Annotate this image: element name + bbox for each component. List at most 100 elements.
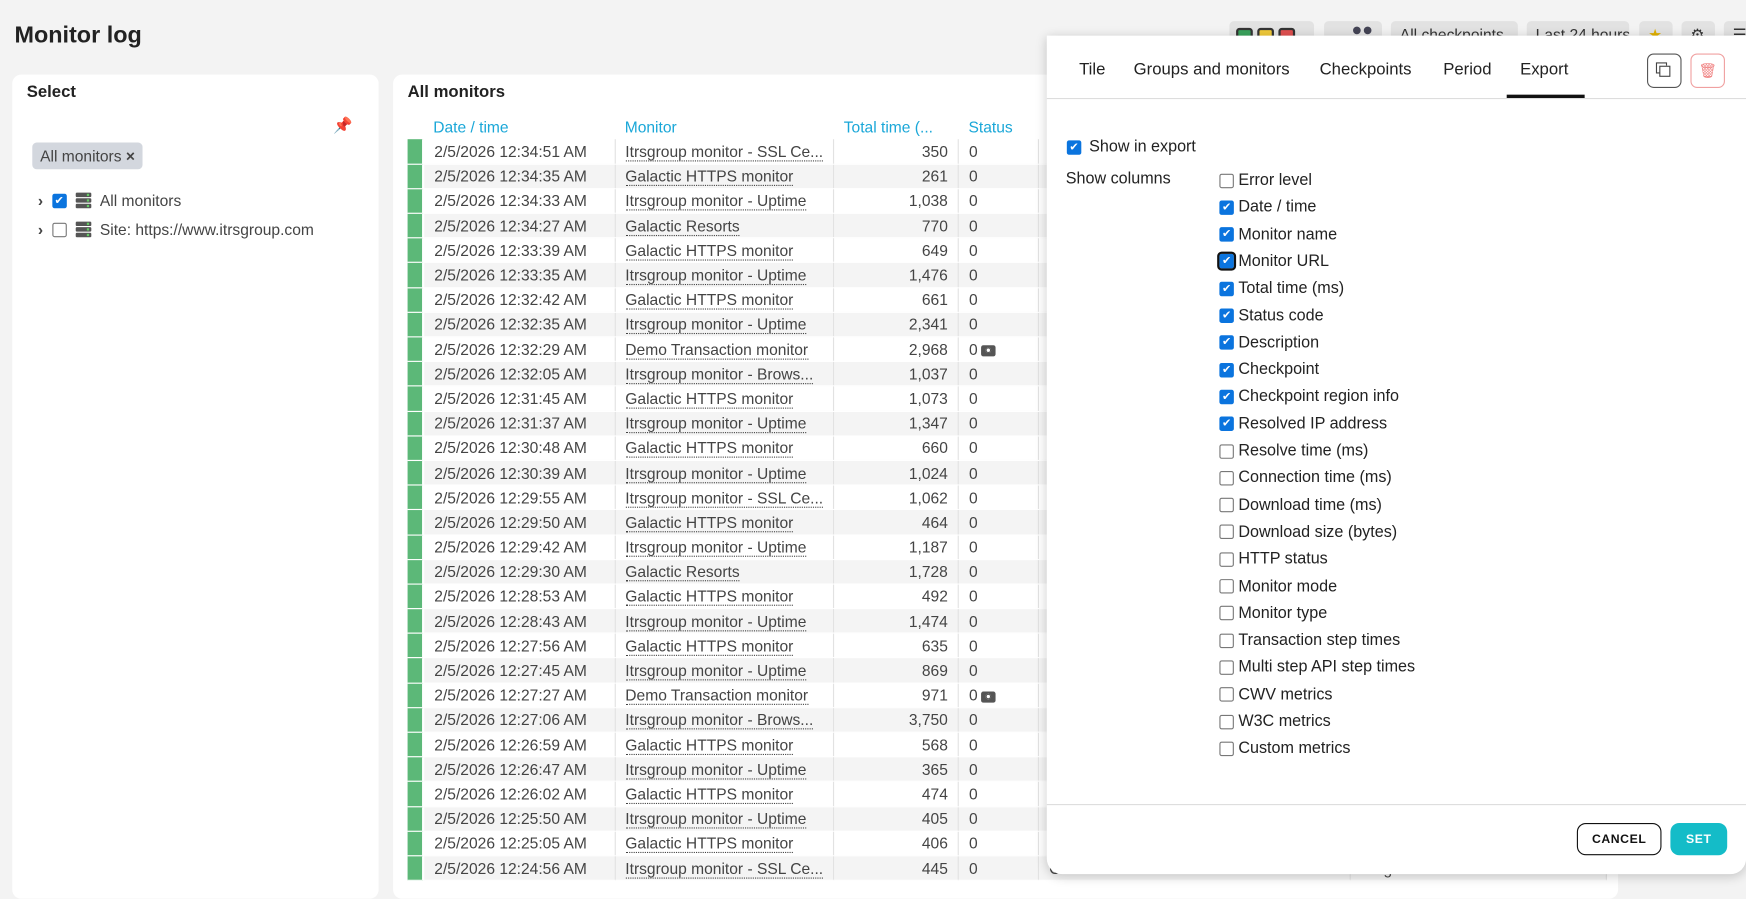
monitor-link[interactable]: Galactic Resorts [625, 562, 740, 582]
monitor-link[interactable]: Itrsgroup monitor - Uptime [625, 414, 807, 434]
column-checkbox[interactable] [1219, 633, 1234, 648]
monitor-cell[interactable]: Itrsgroup monitor - Uptime [614, 534, 835, 560]
monitor-link[interactable]: Itrsgroup monitor - Brows... [625, 365, 814, 384]
column-checkbox[interactable]: ✔ [1219, 227, 1234, 242]
monitor-link[interactable]: Itrsgroup monitor - Uptime [625, 463, 807, 483]
monitor-cell[interactable]: Itrsgroup monitor - Brows... [614, 361, 835, 387]
monitor-cell[interactable]: Demo Transaction monitor [614, 336, 835, 363]
export-column-option[interactable]: ✔ Status code [1219, 307, 1324, 325]
monitor-link[interactable]: Galactic HTTPS monitor [625, 439, 794, 459]
column-checkbox[interactable]: ✔ [1219, 308, 1234, 323]
column-checkbox[interactable]: ✔ [1219, 281, 1234, 296]
monitor-cell[interactable]: Galactic Resorts [614, 213, 835, 239]
monitor-link[interactable]: Galactic HTTPS monitor [625, 735, 794, 755]
tree-checkbox[interactable] [51, 222, 67, 237]
column-checkbox[interactable]: ✔ [1219, 335, 1234, 351]
monitor-cell[interactable]: Galactic HTTPS monitor [614, 386, 835, 412]
column-checkbox[interactable]: ✔ [1219, 362, 1234, 378]
column-checkbox[interactable] [1219, 660, 1234, 675]
monitor-link[interactable]: Itrsgroup monitor - Uptime [625, 315, 807, 335]
monitor-link[interactable]: Galactic HTTPS monitor [625, 785, 794, 804]
column-checkbox[interactable] [1219, 714, 1234, 729]
delete-button[interactable]: 🗑 [1690, 53, 1725, 88]
monitor-link[interactable]: Galactic HTTPS monitor [625, 513, 794, 533]
monitor-link[interactable]: Itrsgroup monitor - SSL Ce... [625, 142, 824, 162]
column-header-status[interactable]: Status [968, 118, 1013, 136]
tree-item-site[interactable]: › Site: https://www.itrsgroup.com [38, 220, 314, 238]
export-column-option[interactable]: HTTP status [1219, 550, 1328, 568]
export-column-option[interactable]: ✔ Checkpoint region info [1219, 388, 1399, 406]
monitor-link[interactable]: Itrsgroup monitor - SSL Ce... [625, 488, 824, 508]
tree-checkbox[interactable]: ✔ [51, 193, 67, 208]
monitor-cell[interactable]: Galactic HTTPS monitor [614, 163, 835, 190]
cancel-button[interactable]: CANCEL [1576, 822, 1662, 856]
export-column-option[interactable]: Connection time (ms) [1219, 469, 1392, 487]
monitor-cell[interactable]: Demo Transaction monitor [614, 682, 835, 709]
tab-checkpoints[interactable]: Checkpoints [1319, 60, 1412, 80]
monitor-cell[interactable]: Itrsgroup monitor - Uptime [614, 312, 835, 338]
monitor-cell[interactable]: Galactic HTTPS monitor [614, 583, 835, 610]
column-header-monitor[interactable]: Monitor [624, 118, 677, 136]
monitor-cell[interactable]: Galactic HTTPS monitor [614, 287, 835, 313]
export-column-option[interactable]: W3C metrics [1219, 713, 1331, 731]
show-in-export-checkbox[interactable]: ✔ [1066, 139, 1082, 155]
export-column-option[interactable]: ✔ Total time (ms) [1219, 280, 1344, 298]
monitor-link[interactable]: Itrsgroup monitor - Uptime [625, 661, 807, 681]
export-column-option[interactable]: ✔ Resolved IP address [1219, 415, 1387, 433]
column-checkbox[interactable]: ✔ [1219, 389, 1234, 405]
column-header-total-time[interactable]: Total time (... [843, 118, 933, 136]
monitor-cell[interactable]: Galactic HTTPS monitor [614, 633, 835, 659]
monitor-cell[interactable]: Galactic HTTPS monitor [614, 781, 835, 807]
monitor-cell[interactable]: Galactic HTTPS monitor [614, 732, 835, 758]
column-header-date[interactable]: Date / time [433, 118, 509, 136]
expand-chevron-icon[interactable]: › [37, 220, 44, 239]
export-column-option[interactable]: Custom metrics [1219, 740, 1350, 758]
monitor-link[interactable]: Itrsgroup monitor - Uptime [625, 760, 807, 780]
monitor-cell[interactable]: Itrsgroup monitor - Uptime [614, 460, 835, 486]
column-checkbox[interactable] [1219, 579, 1234, 594]
column-checkbox[interactable] [1219, 551, 1234, 567]
export-column-option[interactable]: CWV metrics [1219, 686, 1333, 703]
monitor-link[interactable]: Galactic HTTPS monitor [625, 834, 794, 854]
monitor-cell[interactable]: Itrsgroup monitor - Uptime [614, 410, 835, 437]
export-column-option[interactable]: ✔ Monitor name [1219, 226, 1337, 243]
export-column-option[interactable]: Transaction step times [1219, 632, 1400, 649]
monitor-cell[interactable]: Galactic HTTPS monitor [614, 238, 835, 264]
duplicate-button[interactable] [1647, 53, 1682, 88]
column-checkbox[interactable] [1219, 497, 1234, 513]
monitor-cell[interactable]: Itrsgroup monitor - SSL Ce... [614, 855, 835, 882]
export-column-option[interactable]: Monitor mode [1219, 577, 1337, 595]
camera-icon[interactable] [981, 345, 996, 357]
monitor-link[interactable]: Galactic HTTPS monitor [625, 167, 794, 187]
monitor-link[interactable]: Itrsgroup monitor - Uptime [625, 809, 807, 829]
tab-groups-and-monitors[interactable]: Groups and monitors [1133, 60, 1290, 80]
monitor-cell[interactable]: Galactic Resorts [614, 559, 835, 585]
column-checkbox[interactable]: ✔ [1219, 200, 1234, 215]
pin-icon[interactable]: 📌 [332, 115, 353, 134]
monitor-cell[interactable]: Itrsgroup monitor - Brows... [614, 707, 835, 733]
camera-icon[interactable] [981, 691, 996, 703]
monitor-cell[interactable]: Itrsgroup monitor - Uptime [614, 658, 835, 684]
column-checkbox[interactable] [1219, 606, 1234, 621]
tab-period[interactable]: Period [1443, 60, 1492, 80]
monitor-link[interactable]: Itrsgroup monitor - SSL Ce... [625, 859, 824, 879]
remove-chip-icon[interactable]: × [125, 146, 135, 165]
column-checkbox[interactable]: ✔ [1217, 252, 1237, 272]
export-column-option[interactable]: ✔ Monitor URL [1217, 252, 1329, 272]
monitor-cell[interactable]: Itrsgroup monitor - Uptime [614, 806, 835, 832]
column-checkbox[interactable] [1219, 173, 1234, 188]
export-column-option[interactable]: ✔ Description [1219, 334, 1319, 352]
monitor-link[interactable]: Itrsgroup monitor - Brows... [625, 710, 814, 730]
monitor-link[interactable]: Galactic HTTPS monitor [625, 636, 794, 656]
set-button[interactable]: SET [1670, 822, 1728, 856]
export-column-option[interactable]: Monitor type [1219, 604, 1327, 622]
tree-item-all-monitors[interactable]: › ✔ All monitors [38, 192, 181, 210]
show-in-export-row[interactable]: ✔ Show in export [1066, 138, 1196, 156]
export-column-option[interactable]: Error level [1219, 171, 1312, 189]
export-column-option[interactable]: ✔ Date / time [1219, 199, 1316, 216]
column-checkbox[interactable] [1219, 687, 1234, 702]
monitor-link[interactable]: Itrsgroup monitor - Uptime [625, 266, 807, 286]
monitor-link[interactable]: Galactic HTTPS monitor [625, 241, 794, 261]
monitor-link[interactable]: Galactic HTTPS monitor [625, 290, 794, 310]
monitor-link[interactable]: Galactic Resorts [625, 216, 740, 236]
